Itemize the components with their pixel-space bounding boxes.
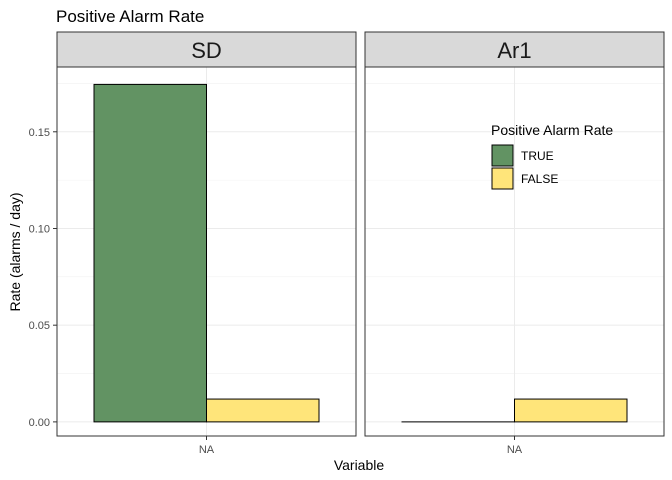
legend-title: Positive Alarm Rate [491,122,613,138]
y-tick-label: 0.05 [29,320,50,332]
bar-ar1-false [514,398,628,423]
x-tick-label: NA [199,444,215,456]
legend-swatch-true [491,144,514,167]
facet-panel-sd: SD NA [56,31,357,456]
bar-sd-false [206,398,320,423]
facet-panels: SD NA Ar1 NA [56,31,665,456]
facet-strip-label: SD [191,38,222,63]
facet-strip-label: Ar1 [497,38,531,63]
legend-label-true: TRUE [521,149,554,163]
x-tick-label: NA [507,444,523,456]
x-axis-title: Variable [334,457,385,473]
chart-title: Positive Alarm Rate [56,7,204,26]
y-tick-label: 0.00 [29,417,50,429]
legend-label-false: FALSE [521,172,558,186]
y-axis: 0.00 0.05 0.10 0.15 [29,127,57,429]
bar-sd-true [93,83,207,423]
facet-panel-ar1: Ar1 NA [364,31,665,456]
legend: Positive Alarm Rate TRUE FALSE [491,122,613,190]
y-tick-label: 0.10 [29,223,50,235]
y-tick-label: 0.15 [29,127,50,139]
y-axis-title: Rate (alarms / day) [7,192,23,311]
legend-swatch-false [491,167,514,190]
facet-strip [56,31,357,68]
